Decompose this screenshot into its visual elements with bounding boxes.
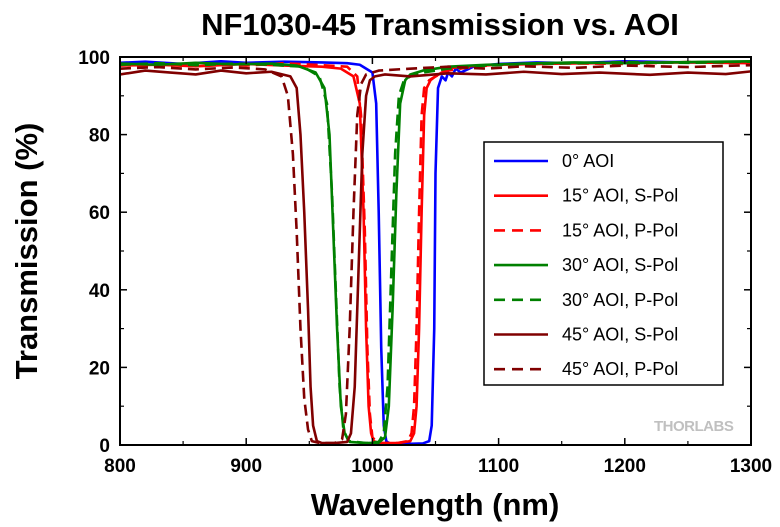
series-line-6 — [120, 69, 751, 445]
legend-entry-label: 15° AOI, S-Pol — [562, 186, 678, 206]
y-tick-label: 100 — [78, 48, 110, 69]
legend-entry-label: 45° AOI, P-Pol — [562, 359, 678, 379]
series-line-7 — [120, 63, 751, 445]
y-tick-label: 40 — [89, 281, 110, 302]
y-tick-label: 60 — [89, 203, 110, 224]
x-tick-label: 1000 — [351, 456, 393, 477]
x-tick-label: 900 — [230, 456, 262, 477]
legend-box — [483, 141, 724, 386]
thorlabs-watermark: THORLABS — [654, 418, 734, 435]
y-axis-label: Transmission (%) — [9, 123, 44, 380]
x-tick-label: 1300 — [730, 456, 772, 477]
y-tick-label: 80 — [89, 126, 110, 147]
chart-title: NF1030-45 Transmission vs. AOI — [201, 7, 679, 42]
y-tick-label: 0 — [99, 436, 110, 457]
legend-entry-label: 30° AOI, S-Pol — [562, 255, 678, 275]
watermark: THORLABS — [654, 418, 734, 435]
legend-entry-label: 15° AOI, P-Pol — [562, 220, 678, 240]
series-line-5 — [120, 60, 751, 445]
legend-entry-label: 30° AOI, P-Pol — [562, 290, 678, 310]
legend: 0° AOI 15° AOI, S-Pol 15° AOI, P-Pol 30° AO… — [483, 141, 724, 386]
y-tick-label: 20 — [89, 358, 110, 379]
x-tick-label: 1200 — [604, 456, 646, 477]
legend-entry-label: 0° AOI — [562, 151, 614, 171]
x-axis-label: Wavelength (nm) — [311, 487, 560, 522]
x-tick-label: 800 — [104, 456, 136, 477]
x-tick-label: 1100 — [478, 456, 519, 477]
legend-entry-label: 45° AOI, S-Pol — [562, 325, 678, 345]
